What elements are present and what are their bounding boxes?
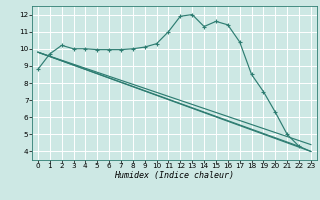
X-axis label: Humidex (Indice chaleur): Humidex (Indice chaleur)	[115, 171, 234, 180]
